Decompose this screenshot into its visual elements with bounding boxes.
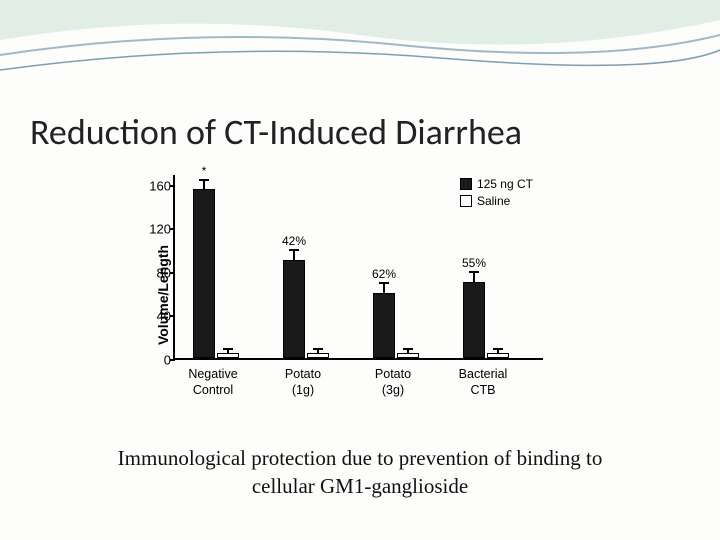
x-label-line: Potato xyxy=(353,367,433,383)
bar xyxy=(283,260,305,358)
caption-line1: Immunological protection due to preventi… xyxy=(118,446,603,470)
y-tick-label: 160 xyxy=(145,178,171,193)
wave-path-1 xyxy=(0,0,720,45)
y-tick-mark xyxy=(170,359,175,361)
legend-swatch xyxy=(460,195,472,207)
bar-fill xyxy=(373,293,395,358)
x-axis-label: NegativeControl xyxy=(173,367,253,398)
error-bar xyxy=(293,250,295,260)
bar-fill xyxy=(283,260,305,358)
error-cap xyxy=(199,179,209,181)
error-bar xyxy=(203,180,205,190)
wave-path-2 xyxy=(0,35,720,55)
legend-swatch xyxy=(460,178,472,190)
bar-annotation: 42% xyxy=(282,234,306,248)
caption-line2: cellular GM1-ganglioside xyxy=(252,474,468,498)
x-label-line: Control xyxy=(173,383,253,399)
legend-item: 125 ng CT xyxy=(460,177,533,191)
x-label-line: Negative xyxy=(173,367,253,383)
chart-legend: 125 ng CT Saline xyxy=(460,177,533,211)
plot-area: 125 ng CTSaline 04080120160*42%62%55% xyxy=(173,175,543,360)
y-tick-mark xyxy=(170,228,175,230)
bar xyxy=(217,353,239,358)
legend-label: 125 ng CT xyxy=(477,177,533,191)
bar xyxy=(463,282,485,358)
bar-annotation: * xyxy=(202,164,207,178)
bar xyxy=(397,353,419,358)
error-cap xyxy=(379,282,389,284)
x-label-line: Bacterial xyxy=(443,367,523,383)
x-label-line: CTB xyxy=(443,383,523,399)
bar-fill xyxy=(193,189,215,358)
bar-fill xyxy=(487,353,509,358)
error-cap xyxy=(403,348,413,350)
y-tick-mark xyxy=(170,315,175,317)
error-cap xyxy=(223,348,233,350)
bar xyxy=(193,189,215,358)
y-tick-mark xyxy=(170,185,175,187)
error-cap xyxy=(313,348,323,350)
error-bar xyxy=(383,283,385,293)
bar-fill xyxy=(463,282,485,358)
bar xyxy=(307,353,329,358)
legend-item: Saline xyxy=(460,194,533,208)
bar xyxy=(487,353,509,358)
y-tick-label: 120 xyxy=(145,222,171,237)
bar-annotation: 55% xyxy=(462,256,486,270)
bar-fill xyxy=(217,353,239,358)
bar-fill xyxy=(307,353,329,358)
y-tick-label: 0 xyxy=(145,353,171,368)
bar-annotation: 62% xyxy=(372,267,396,281)
x-axis-label: BacterialCTB xyxy=(443,367,523,398)
error-cap xyxy=(469,271,479,273)
page-title: Reduction of CT-Induced Diarrhea xyxy=(30,110,522,154)
caption: Immunological protection due to preventi… xyxy=(0,445,720,500)
error-cap xyxy=(493,348,503,350)
bar-chart: Volume/Length 125 ng CT Saline 0 40 80 120 16… xyxy=(145,175,565,415)
legend-label: Saline xyxy=(477,194,510,208)
y-tick-label: 80 xyxy=(145,265,171,280)
x-label-line: (3g) xyxy=(353,383,433,399)
y-tick-mark xyxy=(170,272,175,274)
bar-fill xyxy=(397,353,419,358)
wave-path-3 xyxy=(0,50,720,70)
error-bar xyxy=(473,272,475,282)
header-wave-decoration xyxy=(0,0,720,90)
x-axis-label: Potato(3g) xyxy=(353,367,433,398)
error-cap xyxy=(289,249,299,251)
x-label-line: (1g) xyxy=(263,383,343,399)
y-axis-label: Volume/Length xyxy=(155,245,171,345)
y-tick-label: 40 xyxy=(145,309,171,324)
x-label-line: Potato xyxy=(263,367,343,383)
bar xyxy=(373,293,395,358)
x-axis-label: Potato(1g) xyxy=(263,367,343,398)
